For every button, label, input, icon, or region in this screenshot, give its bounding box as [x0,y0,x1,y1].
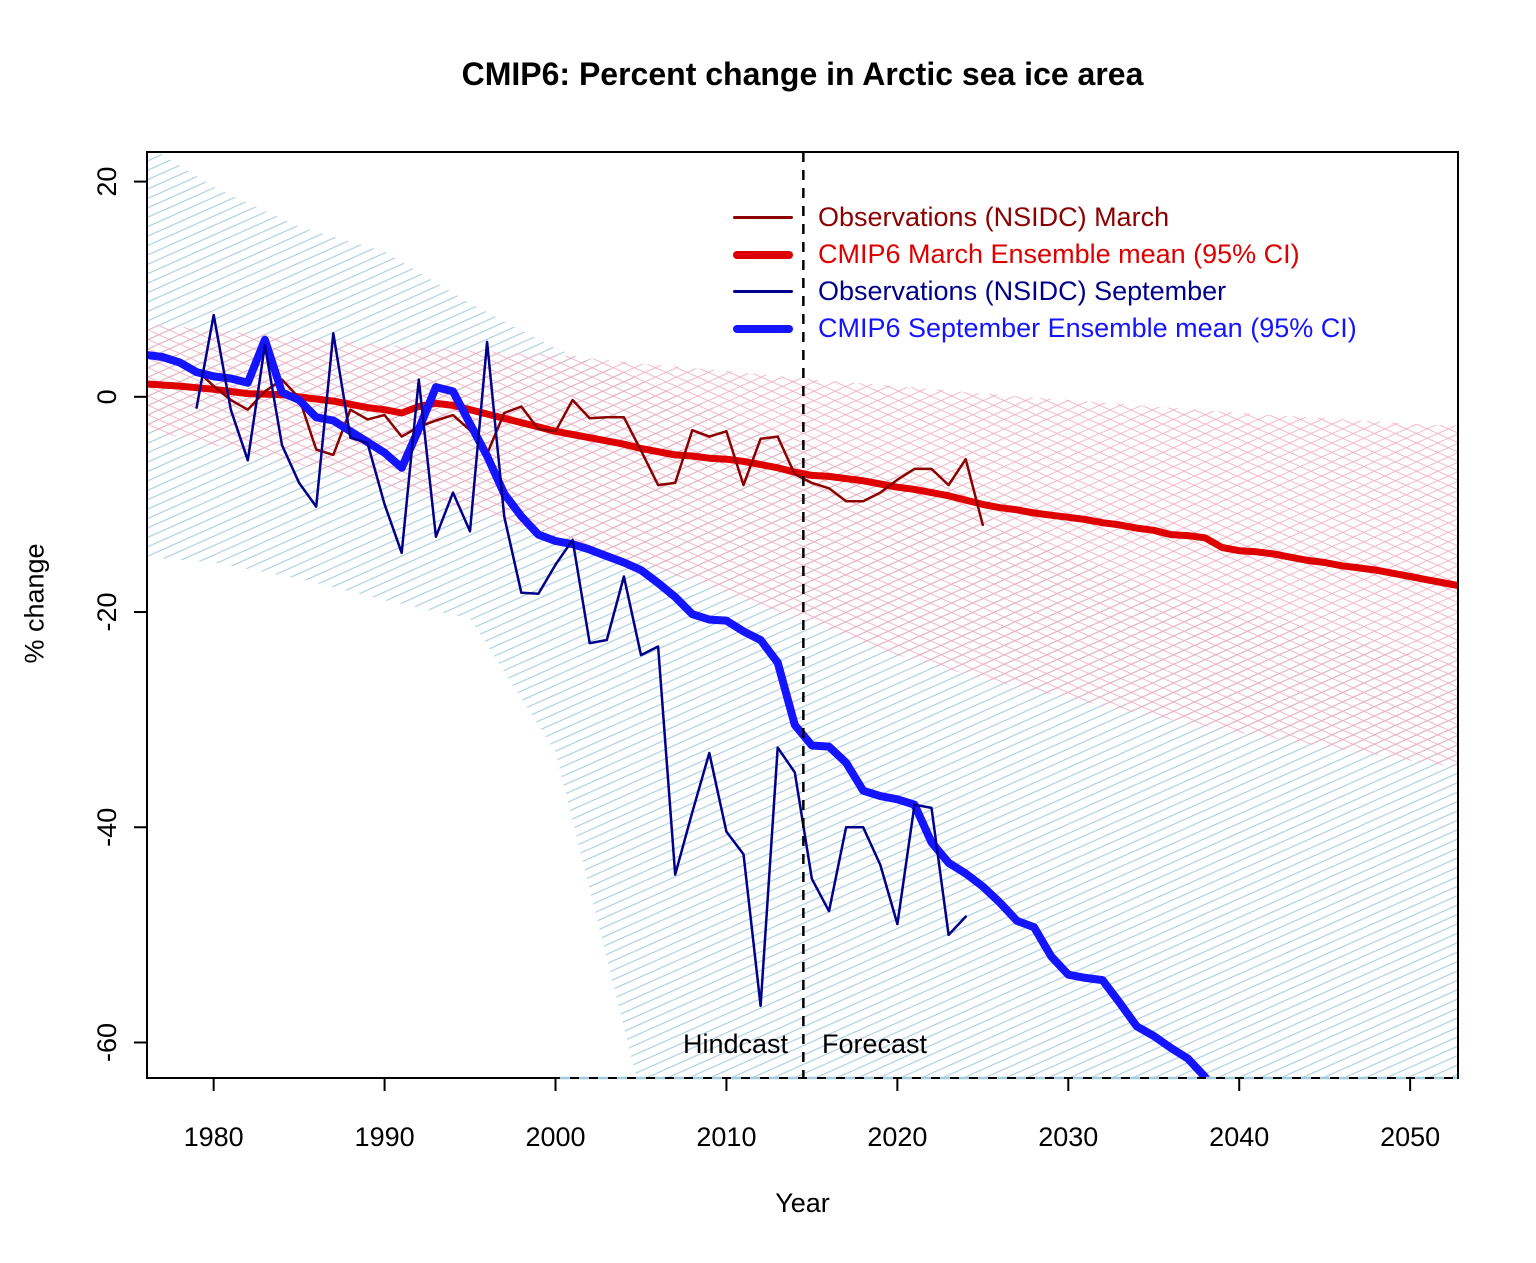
svg-text:1980: 1980 [184,1122,244,1152]
hindcast-annotation: Hindcast [682,1029,788,1059]
svg-text:2010: 2010 [696,1122,756,1152]
legend-line-cmip6-march-icon [733,250,793,259]
svg-text:-20: -20 [92,592,122,631]
svg-text:2050: 2050 [1380,1122,1440,1152]
svg-text:-40: -40 [92,808,122,847]
legend-label: Observations (NSIDC) September [818,276,1227,306]
legend-line-obs-march-icon [733,216,793,219]
x-axis-label: Year [775,1188,830,1218]
legend-item-obs-march: Observations (NSIDC) March [733,199,1357,236]
svg-text:20: 20 [92,167,122,197]
forecast-annotation: Forecast [822,1029,928,1059]
svg-text:1990: 1990 [355,1122,415,1152]
svg-text:2000: 2000 [525,1122,585,1152]
legend-item-cmip6-september: CMIP6 September Ensemble mean (95% CI) [733,310,1357,347]
legend-line-obs-september-icon [733,290,793,293]
legend-label: Observations (NSIDC) March [818,202,1170,232]
legend: Observations (NSIDC) March CMIP6 March E… [733,199,1357,347]
svg-text:-60: -60 [92,1023,122,1062]
svg-text:2020: 2020 [867,1122,927,1152]
legend-item-cmip6-march: CMIP6 March Ensemble mean (95% CI) [733,236,1357,273]
legend-label: CMIP6 March Ensemble mean (95% CI) [818,239,1300,269]
legend-item-obs-september: Observations (NSIDC) September [733,273,1357,310]
chart-title: CMIP6: Percent change in Arctic sea ice … [461,56,1144,92]
legend-line-cmip6-september-icon [733,324,793,333]
y-axis-label: % change [19,543,50,664]
svg-text:2030: 2030 [1038,1122,1098,1152]
svg-text:2040: 2040 [1209,1122,1269,1152]
svg-text:0: 0 [92,389,122,404]
legend-label: CMIP6 September Ensemble mean (95% CI) [818,313,1357,343]
